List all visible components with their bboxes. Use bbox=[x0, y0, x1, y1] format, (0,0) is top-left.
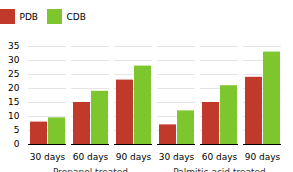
svg-text:15: 15 bbox=[8, 97, 19, 107]
svg-text:60 days: 60 days bbox=[202, 151, 238, 161]
svg-text:20: 20 bbox=[8, 83, 20, 93]
svg-text:10: 10 bbox=[8, 111, 20, 121]
html-text:CDB: CDB bbox=[66, 11, 86, 22]
svg-text:35: 35 bbox=[8, 41, 19, 51]
svg-text:Palmitic acid treated: Palmitic acid treated bbox=[173, 166, 266, 172]
svg-text:0: 0 bbox=[14, 139, 20, 149]
svg-text:Propanol treated: Propanol treated bbox=[53, 166, 128, 172]
html-text:PDB: PDB bbox=[19, 11, 38, 22]
svg-text:25: 25 bbox=[8, 69, 19, 79]
svg-text:5: 5 bbox=[14, 125, 20, 135]
svg-text:30: 30 bbox=[8, 55, 20, 65]
svg-text:30 days: 30 days bbox=[159, 151, 195, 161]
svg-text:60 days: 60 days bbox=[73, 151, 109, 161]
svg-text:90 days: 90 days bbox=[116, 151, 152, 161]
svg-text:90 days: 90 days bbox=[245, 151, 281, 161]
svg-text:30 days: 30 days bbox=[30, 151, 66, 161]
